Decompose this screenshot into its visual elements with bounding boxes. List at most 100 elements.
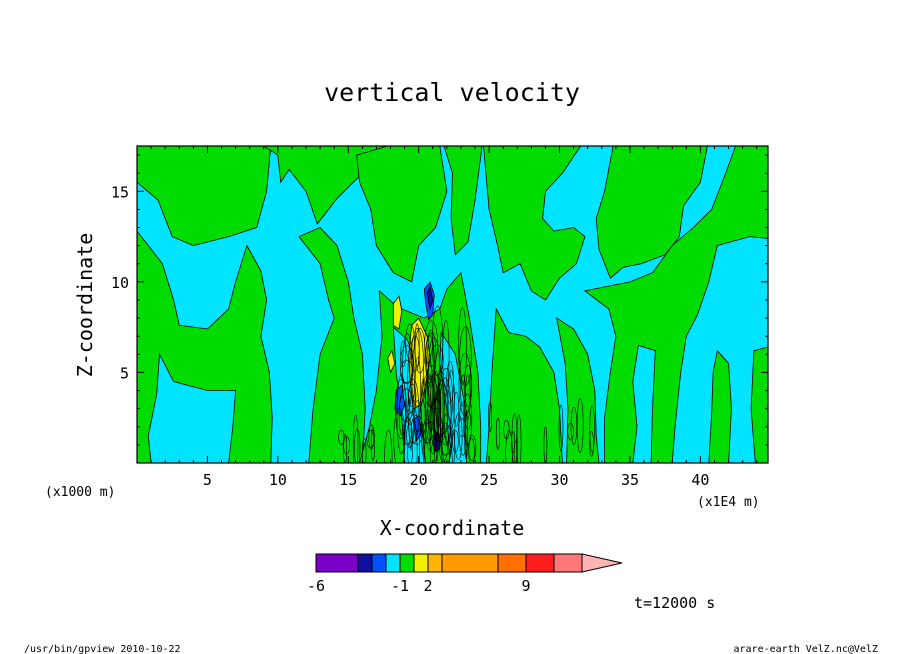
contour-line bbox=[410, 328, 424, 407]
contour-line bbox=[516, 414, 522, 463]
contour-line bbox=[468, 434, 477, 462]
fine-contours bbox=[338, 305, 595, 463]
colorbar-segment bbox=[553, 553, 583, 573]
contour-field bbox=[137, 146, 768, 463]
contour-line bbox=[453, 391, 460, 427]
contour-line bbox=[407, 441, 413, 463]
contour-line bbox=[431, 305, 443, 377]
time-label: t=12000 s bbox=[634, 594, 715, 612]
footer-left: /usr/bin/gpview 2010-10-22 bbox=[24, 644, 181, 654]
chart-title: vertical velocity bbox=[324, 78, 580, 107]
contour-line bbox=[465, 410, 471, 430]
colorbar-tick-label: -6 bbox=[307, 577, 325, 595]
contour-line bbox=[414, 356, 421, 421]
region-positive bbox=[137, 230, 273, 463]
contour-line bbox=[354, 428, 361, 463]
contour-line bbox=[446, 360, 454, 404]
x-tick-label: 35 bbox=[621, 471, 639, 489]
contour-line bbox=[437, 365, 444, 446]
colorbar-segment bbox=[413, 553, 429, 573]
contour-line bbox=[366, 429, 375, 448]
y-tick-label: 5 bbox=[120, 364, 129, 382]
contour-line bbox=[458, 418, 466, 438]
region-positive bbox=[137, 146, 272, 247]
contour-line bbox=[451, 429, 455, 463]
colorbar-segment bbox=[385, 553, 401, 573]
x-tick-label: 15 bbox=[339, 471, 357, 489]
footer-right: arare-earth_VelZ.nc@VelZ bbox=[734, 644, 879, 654]
contour-line bbox=[419, 421, 425, 463]
contour-line bbox=[440, 423, 452, 456]
contour-line bbox=[511, 431, 516, 453]
contour-line bbox=[438, 433, 448, 462]
contour-line bbox=[558, 404, 564, 452]
contour-line bbox=[408, 393, 414, 451]
colorbar-segment bbox=[357, 553, 373, 573]
colorbar-tick-label: 2 bbox=[423, 577, 432, 595]
y-tick-label: 15 bbox=[111, 183, 129, 201]
contour-line bbox=[428, 402, 438, 454]
y-tick-label: 10 bbox=[111, 274, 129, 292]
y-axis: 5 10 15 bbox=[111, 154, 768, 446]
contour-line bbox=[463, 364, 473, 407]
colorbar-tick-label: -1 bbox=[391, 577, 409, 595]
colorbar-segment bbox=[399, 553, 415, 573]
contour-line bbox=[488, 401, 492, 432]
x-axis-label: X-coordinate bbox=[380, 516, 525, 540]
contour-line bbox=[414, 328, 426, 374]
region-positive bbox=[750, 346, 768, 463]
contour-line bbox=[432, 406, 441, 443]
contour-line bbox=[570, 406, 578, 445]
region-positive bbox=[556, 317, 600, 463]
colorbar-segment bbox=[371, 553, 387, 573]
y-unit-label: (x1000 m) bbox=[45, 485, 115, 500]
colorbar-ticks: -6 -1 2 9 bbox=[307, 577, 531, 595]
region-positive bbox=[443, 146, 483, 256]
contour-line bbox=[405, 323, 415, 360]
contour-line bbox=[443, 389, 452, 446]
contour-line bbox=[589, 405, 595, 453]
region-updraft bbox=[387, 349, 396, 374]
region-positive bbox=[595, 146, 708, 279]
y-axis-label: Z-coordinate bbox=[73, 233, 97, 378]
region-positive bbox=[583, 146, 768, 463]
contour-line bbox=[427, 361, 433, 435]
contour-line bbox=[458, 402, 468, 456]
region-positive bbox=[708, 349, 732, 463]
plot-frame bbox=[136, 145, 769, 464]
region-updraft bbox=[392, 295, 403, 330]
colorbar-segment bbox=[525, 553, 555, 573]
contour-line bbox=[352, 414, 359, 463]
contour-line bbox=[395, 379, 407, 439]
contour-line bbox=[425, 330, 437, 380]
region-positive bbox=[298, 227, 366, 463]
x-tick-label: 5 bbox=[203, 471, 212, 489]
contour-line bbox=[576, 397, 584, 453]
contour-line bbox=[513, 440, 518, 463]
region-positive bbox=[483, 146, 586, 301]
colorbar-tick-label: 9 bbox=[521, 577, 530, 595]
colorbar-segment bbox=[497, 553, 527, 573]
colorbar-extend-arrow bbox=[581, 553, 623, 573]
contour-line bbox=[400, 359, 414, 384]
colorbar-segment bbox=[441, 553, 499, 573]
x-tick-label: 30 bbox=[551, 471, 569, 489]
contour-line bbox=[511, 413, 518, 463]
x-tick-label: 20 bbox=[410, 471, 428, 489]
contour-line bbox=[422, 419, 432, 444]
colorbar-segment bbox=[427, 553, 443, 573]
contour-line bbox=[567, 422, 574, 441]
contour-line bbox=[439, 368, 453, 430]
contour-line bbox=[403, 412, 418, 463]
contour-line bbox=[458, 307, 467, 385]
x-tick-label: 10 bbox=[269, 471, 287, 489]
contour-line bbox=[413, 400, 422, 432]
contour-line bbox=[424, 375, 435, 451]
colorbar-segment bbox=[315, 553, 359, 573]
contour-line bbox=[406, 423, 413, 448]
contour-line bbox=[426, 403, 433, 442]
contour-line bbox=[399, 345, 414, 383]
x-unit-label: (x1E4 m) bbox=[697, 495, 760, 510]
colorbar bbox=[315, 553, 623, 573]
contour-line bbox=[384, 430, 393, 463]
